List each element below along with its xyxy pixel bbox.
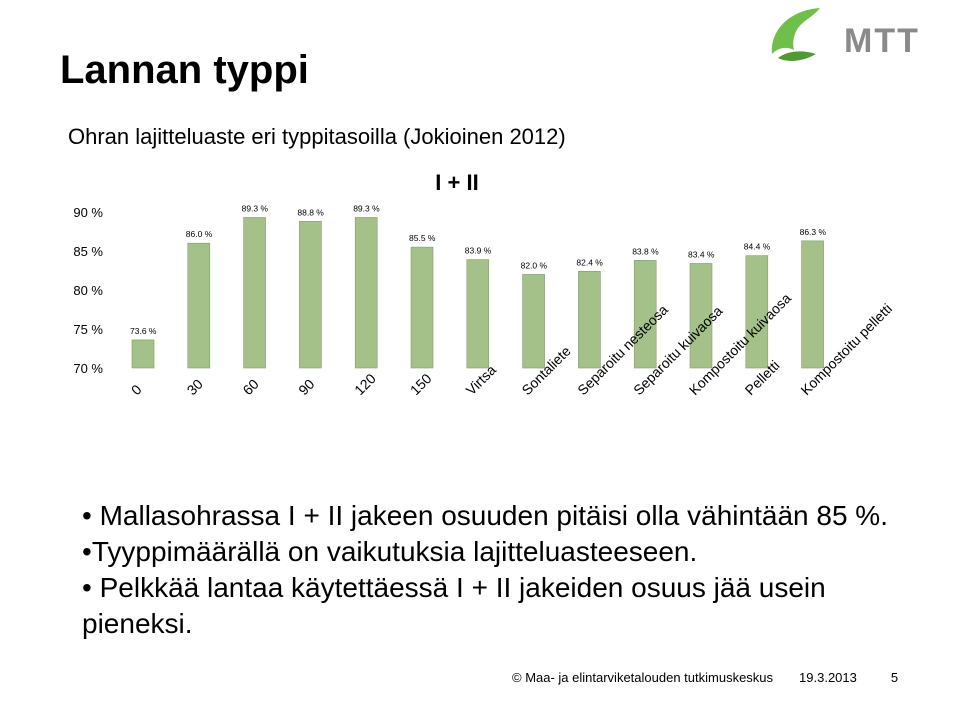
data-label: 86.0 % <box>186 229 213 239</box>
bars: 73.6 % 86.0 % 89.3 % 88.8 % 89.3 % 85.5 % 83.9… <box>130 203 827 369</box>
data-label: 89.3 % <box>353 203 380 213</box>
y-tick-label: 85 % <box>73 244 103 259</box>
data-label: 83.4 % <box>688 249 715 259</box>
bar <box>243 217 266 369</box>
bar <box>801 240 824 369</box>
data-label: 89.3 % <box>242 203 269 213</box>
data-label: 85.5 % <box>409 233 436 243</box>
footer-organization: © Maa- ja elintarviketalouden tutkimuske… <box>512 670 774 685</box>
series-label: I + II <box>435 170 478 195</box>
y-tick-label: 80 % <box>73 283 103 298</box>
x-axis-labels: 0 30 60 90 120 150 Virtsa Sontaliete Separoitu n… <box>128 290 895 398</box>
x-tick-label: 120 <box>351 370 379 398</box>
y-tick-label: 90 % <box>73 205 103 220</box>
footer-date: 19.3.2013 <box>799 670 857 685</box>
chart-title: Ohran lajitteluaste eri typpitasoilla (J… <box>68 124 566 149</box>
bar <box>187 242 211 369</box>
x-tick-label: 0 <box>128 381 145 398</box>
data-label: 73.6 % <box>130 326 157 336</box>
bar <box>522 274 545 369</box>
x-tick-label: 30 <box>184 376 206 398</box>
bar <box>354 217 378 369</box>
slide-title: Lannan typpi <box>60 48 309 92</box>
data-label: 86.3 % <box>800 227 827 237</box>
bar <box>131 339 155 369</box>
slide-footer: © Maa- ja elintarviketalouden tutkimuske… <box>512 670 902 685</box>
bar <box>689 263 713 369</box>
data-label: 84.4 % <box>744 242 771 252</box>
footer-page-number: 5 <box>890 670 899 685</box>
data-label: 82.4 % <box>576 257 603 267</box>
y-axis: 70 % 75 % 80 % 85 % 90 % <box>73 205 103 376</box>
logo-text: MTT <box>844 22 920 60</box>
bullet-item: • Mallasohrassa I + II jakeen osuuden pi… <box>82 500 888 531</box>
bar <box>578 270 601 369</box>
bar <box>299 221 322 369</box>
data-label: 82.0 % <box>521 260 548 270</box>
bar <box>745 255 769 369</box>
y-tick-label: 75 % <box>73 322 103 337</box>
y-tick-label: 70 % <box>73 361 103 376</box>
x-tick-label: 60 <box>239 376 261 398</box>
data-label: 83.8 % <box>632 246 659 256</box>
bar <box>633 260 657 369</box>
leaf-logo-mark <box>771 8 820 54</box>
x-tick-label: 150 <box>407 370 435 398</box>
bar <box>410 246 434 369</box>
bar-chart: 70 % 75 % 80 % 85 % 90 % 73.6 % 86.0 % 89.3 % 8… <box>73 170 895 398</box>
data-label: 83.9 % <box>465 246 492 256</box>
bullet-item: •Tyyppimäärällä on vaikutuksia lajittelu… <box>82 536 698 567</box>
mtt-logo: MTT <box>771 8 920 61</box>
x-tick-label: 90 <box>295 376 317 398</box>
bullet-item: • Pelkkää lantaa käytettäessä I + II jak… <box>82 572 826 639</box>
bar <box>466 259 490 369</box>
bullet-list: • Mallasohrassa I + II jakeen osuuden pi… <box>82 498 942 642</box>
data-label: 88.8 % <box>297 207 324 217</box>
